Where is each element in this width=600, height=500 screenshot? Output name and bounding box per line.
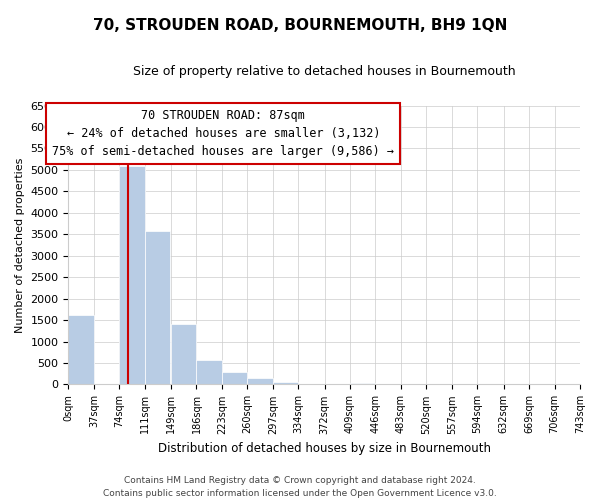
X-axis label: Distribution of detached houses by size in Bournemouth: Distribution of detached houses by size … [158,442,491,455]
Bar [222,372,247,384]
Y-axis label: Number of detached properties: Number of detached properties [15,158,25,332]
Text: 70, STROUDEN ROAD, BOURNEMOUTH, BH9 1QN: 70, STROUDEN ROAD, BOURNEMOUTH, BH9 1QN [93,18,507,32]
Bar [171,324,196,384]
Bar [145,231,170,384]
Bar [68,315,94,384]
Text: 70 STROUDEN ROAD: 87sqm
← 24% of detached houses are smaller (3,132)
75% of semi: 70 STROUDEN ROAD: 87sqm ← 24% of detache… [52,109,394,158]
Title: Size of property relative to detached houses in Bournemouth: Size of property relative to detached ho… [133,65,515,78]
Bar [350,382,376,384]
Bar [273,382,298,384]
Bar [196,360,222,384]
Bar [247,378,273,384]
Text: Contains HM Land Registry data © Crown copyright and database right 2024.
Contai: Contains HM Land Registry data © Crown c… [103,476,497,498]
Bar [119,166,145,384]
